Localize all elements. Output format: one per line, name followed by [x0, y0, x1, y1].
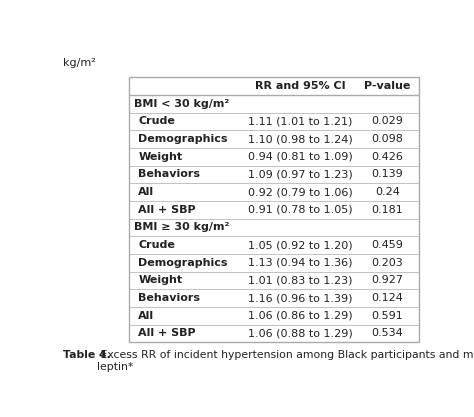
Text: RR and 95% CI: RR and 95% CI — [255, 81, 346, 91]
Text: 0.426: 0.426 — [372, 152, 403, 162]
Text: 0.139: 0.139 — [372, 169, 403, 179]
Text: 0.534: 0.534 — [372, 329, 403, 339]
Text: Behaviors: Behaviors — [138, 169, 200, 179]
Text: 0.91 (0.78 to 1.05): 0.91 (0.78 to 1.05) — [248, 205, 353, 215]
Text: kg/m²: kg/m² — [63, 58, 96, 68]
Text: Demographics: Demographics — [138, 258, 228, 268]
Text: 1.06 (0.88 to 1.29): 1.06 (0.88 to 1.29) — [248, 329, 353, 339]
Text: 1.06 (0.86 to 1.29): 1.06 (0.86 to 1.29) — [248, 311, 353, 321]
Text: All: All — [138, 187, 155, 197]
Text: All: All — [138, 311, 155, 321]
Text: 1.01 (0.83 to 1.23): 1.01 (0.83 to 1.23) — [248, 275, 353, 285]
Text: 1.16 (0.96 to 1.39): 1.16 (0.96 to 1.39) — [248, 293, 353, 303]
Text: 1.09 (0.97 to 1.23): 1.09 (0.97 to 1.23) — [248, 169, 353, 179]
Text: 0.203: 0.203 — [372, 258, 403, 268]
Text: 0.24: 0.24 — [375, 187, 400, 197]
Bar — [129, 77, 419, 342]
Text: P-value: P-value — [364, 81, 410, 91]
Text: All + SBP: All + SBP — [138, 329, 196, 339]
Text: Weight: Weight — [138, 152, 182, 162]
Text: Crude: Crude — [138, 116, 175, 126]
Text: 0.92 (0.79 to 1.06): 0.92 (0.79 to 1.06) — [248, 187, 353, 197]
Text: 0.459: 0.459 — [372, 240, 403, 250]
Text: 0.591: 0.591 — [372, 311, 403, 321]
Text: BMI ≥ 30 kg/m²: BMI ≥ 30 kg/m² — [134, 222, 229, 232]
Text: 0.181: 0.181 — [372, 205, 403, 215]
Text: Excess RR of incident hypertension among Black participants and mediation of exc: Excess RR of incident hypertension among… — [97, 350, 474, 372]
Text: Demographics: Demographics — [138, 134, 228, 144]
Text: 0.94 (0.81 to 1.09): 0.94 (0.81 to 1.09) — [248, 152, 353, 162]
Text: Behaviors: Behaviors — [138, 293, 200, 303]
Text: 0.098: 0.098 — [372, 134, 403, 144]
Text: Weight: Weight — [138, 275, 182, 285]
Text: Crude: Crude — [138, 240, 175, 250]
Text: 0.029: 0.029 — [372, 116, 403, 126]
Text: 1.13 (0.94 to 1.36): 1.13 (0.94 to 1.36) — [248, 258, 353, 268]
Text: 0.124: 0.124 — [372, 293, 403, 303]
Text: BMI < 30 kg/m²: BMI < 30 kg/m² — [134, 99, 229, 109]
Text: 1.11 (1.01 to 1.21): 1.11 (1.01 to 1.21) — [248, 116, 353, 126]
Text: 1.10 (0.98 to 1.24): 1.10 (0.98 to 1.24) — [248, 134, 353, 144]
Text: Table 4.: Table 4. — [63, 350, 111, 360]
Text: All + SBP: All + SBP — [138, 205, 196, 215]
Text: 0.927: 0.927 — [371, 275, 403, 285]
Text: 1.05 (0.92 to 1.20): 1.05 (0.92 to 1.20) — [248, 240, 353, 250]
